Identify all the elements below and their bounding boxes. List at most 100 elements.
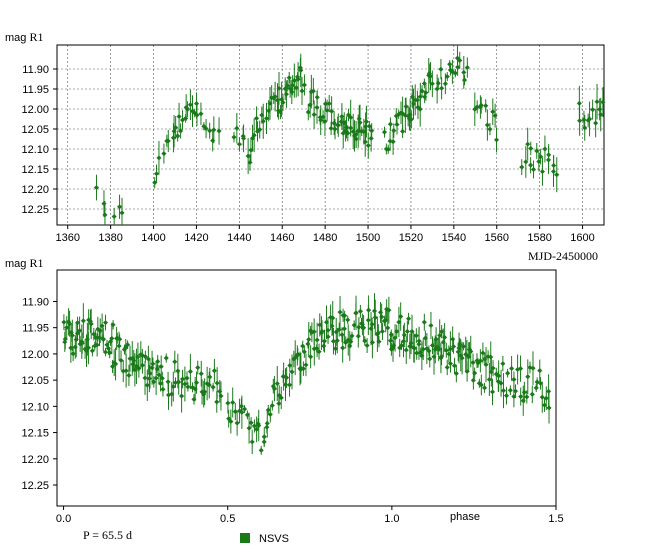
- y-tick-label: 11.90: [22, 296, 49, 308]
- data-point: [431, 354, 437, 360]
- data-point: [111, 213, 117, 220]
- data-point: [151, 379, 157, 385]
- data-point: [207, 128, 213, 134]
- data-point: [451, 363, 458, 369]
- data-point: [330, 315, 336, 321]
- data-point: [319, 328, 325, 334]
- data-point: [342, 313, 348, 319]
- top-xlabel: MJD-2450000: [528, 249, 599, 263]
- data-point: [160, 386, 166, 392]
- data-point: [251, 132, 257, 138]
- data-point: [353, 310, 359, 316]
- data-point: [257, 127, 263, 133]
- data-point: [70, 351, 76, 357]
- data-point: [286, 75, 292, 81]
- data-point: [228, 418, 234, 425]
- data-point: [248, 420, 254, 426]
- data-point: [512, 388, 519, 394]
- data-point: [498, 380, 504, 386]
- data-point: [303, 362, 309, 368]
- data-point: [503, 393, 510, 399]
- data-point: [537, 368, 543, 374]
- data-point: [73, 337, 79, 343]
- data-point: [61, 319, 67, 325]
- data-point: [147, 370, 153, 376]
- data-point: [206, 382, 212, 388]
- data-point: [93, 184, 100, 191]
- data-point: [420, 346, 426, 352]
- data-point: [356, 324, 362, 330]
- data-point: [590, 107, 596, 113]
- data-point: [211, 368, 217, 374]
- data-point: [437, 332, 443, 338]
- data-point: [597, 106, 603, 112]
- data-point: [142, 375, 148, 381]
- data-point: [376, 339, 382, 345]
- data-point: [483, 103, 489, 109]
- data-point: [153, 171, 160, 177]
- y-tick-label: 12.15: [21, 428, 49, 440]
- data-point: [301, 349, 307, 355]
- data-point: [539, 169, 545, 175]
- data-point: [185, 106, 191, 112]
- data-point: [468, 348, 474, 355]
- data-point: [341, 326, 347, 332]
- data-point: [89, 348, 95, 354]
- data-point: [195, 365, 201, 371]
- data-point: [185, 384, 191, 390]
- data-point: [214, 399, 220, 405]
- data-point: [325, 334, 331, 340]
- y-tick-label: 12.00: [21, 104, 49, 116]
- data-point: [146, 376, 152, 382]
- data-point: [348, 114, 354, 121]
- data-point: [439, 85, 445, 91]
- data-point: [378, 309, 384, 315]
- data-point: [533, 385, 539, 391]
- data-point: [421, 319, 427, 325]
- data-point: [489, 389, 496, 395]
- data-point: [411, 345, 417, 351]
- data-point: [144, 382, 150, 388]
- data-point: [484, 122, 490, 128]
- data-point: [321, 338, 328, 344]
- data-point: [241, 135, 247, 141]
- data-point: [305, 341, 311, 347]
- data-point: [594, 99, 600, 105]
- data-point: [306, 336, 312, 342]
- top-ylabel: mag R1: [5, 30, 44, 44]
- data-point: [369, 128, 375, 134]
- data-point: [379, 328, 385, 334]
- data-point: [254, 115, 260, 121]
- data-point: [242, 406, 248, 412]
- data-point: [336, 327, 342, 333]
- bottom-xlabel: phase: [450, 511, 480, 523]
- data-point: [154, 366, 160, 372]
- data-point: [88, 321, 94, 327]
- data-point: [443, 347, 449, 353]
- data-point: [357, 308, 363, 314]
- data-point: [361, 325, 367, 331]
- data-point: [337, 309, 343, 315]
- data-point: [295, 351, 301, 357]
- data-point: [427, 356, 433, 362]
- data-point: [511, 376, 517, 383]
- data-point: [286, 382, 293, 388]
- data-point: [153, 375, 159, 381]
- data-point: [542, 146, 548, 152]
- data-point: [165, 138, 171, 144]
- data-point: [482, 385, 488, 391]
- data-point: [191, 396, 197, 402]
- legend-label: NSVS: [259, 533, 289, 545]
- data-point: [269, 402, 275, 409]
- data-point: [80, 318, 86, 324]
- data-point: [519, 164, 525, 170]
- data-point: [539, 394, 545, 400]
- x-tick-label: 1360: [55, 232, 79, 244]
- data-point: [64, 324, 70, 331]
- data-point: [180, 376, 186, 382]
- y-tick-label: 12.10: [21, 144, 49, 156]
- data-point: [194, 101, 200, 107]
- data-point: [234, 125, 240, 131]
- data-point: [438, 66, 444, 72]
- data-point: [203, 126, 209, 132]
